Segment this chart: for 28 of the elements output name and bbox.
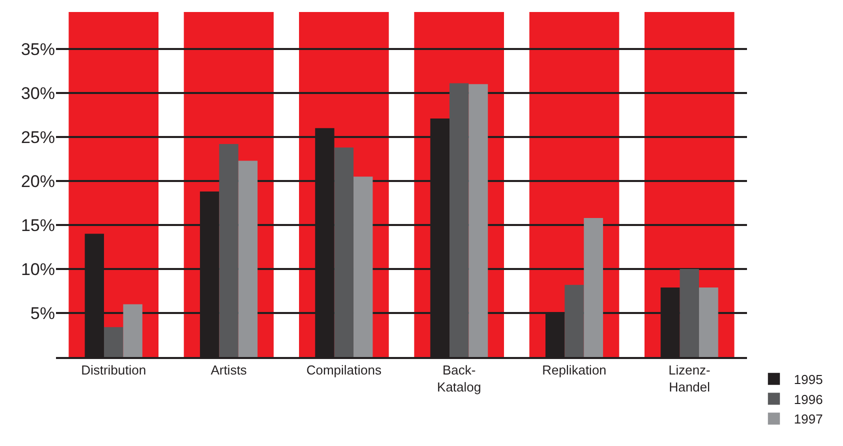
y-tick-label: 10% [20,260,55,279]
x-tick-label: Compilations [306,362,382,378]
y-tick-label: 20% [20,172,55,191]
bar [449,83,469,357]
y-tick-label: 25% [20,128,55,147]
bar [680,268,700,357]
bar [123,304,142,357]
bar [354,176,373,357]
x-tick-label: Replikation [542,362,606,378]
bar [238,160,258,357]
bar [564,284,584,357]
x-tick-label: Artists [210,362,248,378]
bar [104,327,124,357]
y-tick-label: 15% [20,216,55,235]
bar [334,148,354,357]
legend-label: 1995 [794,372,823,387]
bar [699,287,718,357]
bar [219,144,238,357]
y-tick-label: 5% [30,304,55,323]
x-tick-label: Lizenz- Handel [668,362,710,394]
legend-label: 1997 [794,412,823,427]
x-tick-label: Back- Katalog [437,362,482,394]
y-tick-label: 35% [20,40,55,59]
bar [584,218,604,357]
y-tick-label: 30% [20,84,55,103]
legend-label: 1996 [794,392,823,407]
x-tick-label: Distribution [81,362,146,378]
bar [468,84,488,357]
